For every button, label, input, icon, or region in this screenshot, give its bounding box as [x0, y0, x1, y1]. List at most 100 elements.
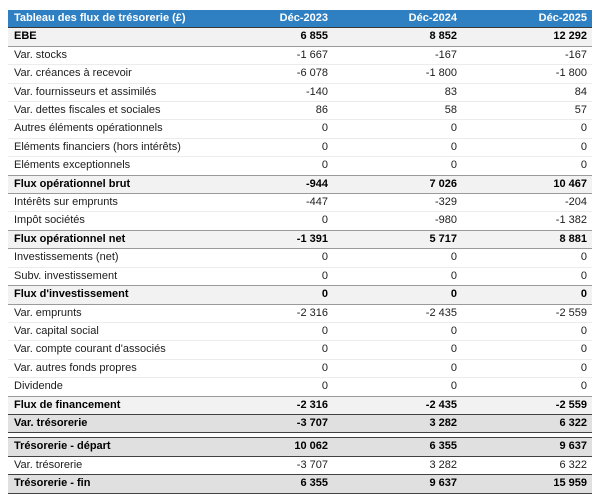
row-label: Intérêts sur emprunts: [8, 193, 204, 213]
row-value: 8 852: [333, 27, 462, 47]
row-value: -2 559: [462, 396, 592, 415]
row-value: 0: [462, 248, 592, 268]
row-value: 3 282: [333, 414, 462, 434]
row-value: 10 467: [462, 175, 592, 195]
row-value: 0: [333, 119, 462, 139]
row-label: Investissements (net): [8, 248, 204, 268]
row-label: Var. trésorerie: [8, 456, 204, 476]
cashflow-table-body: EBE 6 855 8 852 12 292 Var. stocks -1 667 -167…: [8, 27, 592, 494]
table-row: Impôt sociétés 0 -980 -1 382: [8, 211, 592, 231]
row-value: 0: [462, 340, 592, 360]
row-value: 10 062: [204, 437, 333, 457]
table-row: Var. autres fonds propres 0 0 0: [8, 359, 592, 379]
row-label: Var. trésorerie: [8, 414, 204, 434]
table-row: Subv. investissement 0 0 0: [8, 267, 592, 287]
row-label: Var. créances à recevoir: [8, 64, 204, 84]
row-value: 0: [204, 285, 333, 305]
row-label: Var. autres fonds propres: [8, 359, 204, 379]
row-label: Dividende: [8, 377, 204, 397]
row-value: 0: [333, 248, 462, 268]
table-row: Var. compte courant d'associés 0 0 0: [8, 340, 592, 360]
table-row: Var. emprunts -2 316 -2 435 -2 559: [8, 304, 592, 323]
row-value: 0: [333, 340, 462, 360]
row-value: -2 435: [333, 396, 462, 415]
table-row: Var. créances à recevoir -6 078 -1 800 -1 8…: [8, 64, 592, 84]
row-label: Var. stocks: [8, 46, 204, 66]
row-label: EBE: [8, 27, 204, 47]
row-value: -447: [204, 193, 333, 213]
table-row: Eléments financiers (hors intérêts) 0 0 0: [8, 138, 592, 158]
row-label: Eléments exceptionnels: [8, 156, 204, 176]
table-row: Var. fournisseurs et assimilés -140 83 84: [8, 83, 592, 103]
table-header: Tableau des flux de trésorerie (£) Déc-2…: [8, 10, 592, 29]
row-label: Flux opérationnel brut: [8, 175, 204, 195]
row-value: 15 959: [462, 474, 592, 494]
column-header-dec-2025: Déc-2025: [462, 10, 592, 29]
row-label: Impôt sociétés: [8, 211, 204, 231]
row-value: 0: [204, 248, 333, 268]
row-value: 9 637: [462, 437, 592, 457]
row-value: 0: [333, 285, 462, 305]
header-row: Tableau des flux de trésorerie (£) Déc-2…: [8, 10, 592, 29]
row-value: -944: [204, 175, 333, 195]
row-label: Flux d'investissement: [8, 285, 204, 305]
row-value: -1 800: [333, 64, 462, 84]
row-value: 0: [333, 322, 462, 342]
row-value: 0: [204, 267, 333, 287]
row-value: -2 435: [333, 304, 462, 323]
row-value: 0: [204, 377, 333, 397]
table-row: Var. dettes fiscales et sociales 86 58 57: [8, 101, 592, 121]
spacer-cell: [8, 432, 592, 439]
row-value: 3 282: [333, 456, 462, 476]
row-value: 0: [462, 267, 592, 287]
row-value: 8 881: [462, 230, 592, 250]
row-label: Eléments financiers (hors intérêts): [8, 138, 204, 158]
row-value: 0: [204, 156, 333, 176]
row-value: 0: [333, 359, 462, 379]
row-label: Flux opérationnel net: [8, 230, 204, 250]
row-value: 0: [333, 138, 462, 158]
row-value: 9 637: [333, 474, 462, 494]
row-value: 0: [462, 359, 592, 379]
table-row: EBE 6 855 8 852 12 292: [8, 27, 592, 47]
table-row: Investissements (net) 0 0 0: [8, 248, 592, 268]
row-value: 0: [204, 211, 333, 231]
row-value: -2 316: [204, 396, 333, 415]
row-value: -980: [333, 211, 462, 231]
table-row: Eléments exceptionnels 0 0 0: [8, 156, 592, 176]
row-label: Var. dettes fiscales et sociales: [8, 101, 204, 121]
column-header-dec-2023: Déc-2023: [204, 10, 333, 29]
row-label: Var. capital social: [8, 322, 204, 342]
row-value: 0: [462, 138, 592, 158]
row-value: 6 322: [462, 414, 592, 434]
row-value: 0: [204, 340, 333, 360]
table-row: Var. trésorerie -3 707 3 282 6 322: [8, 456, 592, 476]
cashflow-table: Tableau des flux de trésorerie (£) Déc-2…: [8, 10, 592, 494]
row-value: 0: [204, 138, 333, 158]
row-value: -329: [333, 193, 462, 213]
table-row: Trésorerie - départ 10 062 6 355 9 637: [8, 437, 592, 457]
row-value: 83: [333, 83, 462, 103]
column-header-dec-2024: Déc-2024: [333, 10, 462, 29]
row-value: -1 800: [462, 64, 592, 84]
row-value: 0: [204, 322, 333, 342]
table-row: Trésorerie - fin 6 355 9 637 15 959: [8, 474, 592, 494]
row-value: 7 026: [333, 175, 462, 195]
table-row: Var. capital social 0 0 0: [8, 322, 592, 342]
table-title: Tableau des flux de trésorerie (£): [8, 10, 204, 29]
table-row: Flux opérationnel brut -944 7 026 10 467: [8, 175, 592, 195]
row-value: 6 355: [333, 437, 462, 457]
table-row: Var. stocks -1 667 -167 -167: [8, 46, 592, 66]
row-value: -2 559: [462, 304, 592, 323]
table-row: Dividende 0 0 0: [8, 377, 592, 397]
row-value: 86: [204, 101, 333, 121]
row-value: -3 707: [204, 456, 333, 476]
row-value: 6 322: [462, 456, 592, 476]
row-value: -1 667: [204, 46, 333, 66]
table-row: Autres éléments opérationnels 0 0 0: [8, 119, 592, 139]
row-value: 0: [333, 377, 462, 397]
row-value: -6 078: [204, 64, 333, 84]
row-value: -167: [462, 46, 592, 66]
row-value: 0: [462, 322, 592, 342]
row-value: 0: [462, 377, 592, 397]
